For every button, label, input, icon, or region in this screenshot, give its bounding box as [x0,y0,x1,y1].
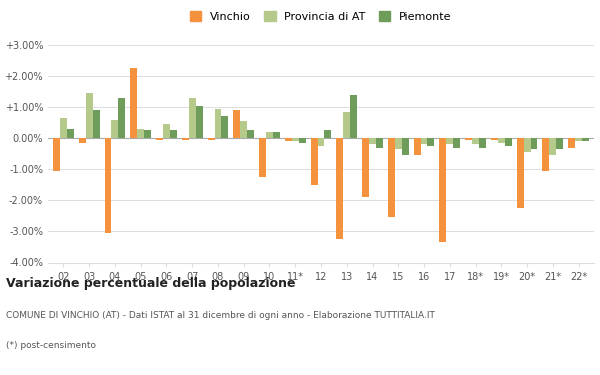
Bar [491,138,498,140]
Bar [60,118,67,138]
Bar [79,138,86,143]
Bar [196,106,203,138]
Bar [395,138,402,149]
Bar [259,138,266,177]
Bar [104,138,112,233]
Bar [247,130,254,138]
Bar [343,112,350,138]
Bar [376,138,383,147]
Bar [427,138,434,146]
Bar [118,98,125,138]
Bar [189,98,196,138]
Text: COMUNE DI VINCHIO (AT) - Dati ISTAT al 31 dicembre di ogni anno - Elaborazione T: COMUNE DI VINCHIO (AT) - Dati ISTAT al 3… [6,311,435,320]
Bar [285,138,292,141]
Bar [221,117,229,138]
Bar [439,138,446,242]
Bar [112,120,118,138]
Bar [292,138,299,141]
Bar [421,138,427,144]
Bar [362,138,369,197]
Bar [530,138,538,149]
Bar [505,138,512,146]
Legend: Vinchio, Provincia di AT, Piemonte: Vinchio, Provincia di AT, Piemonte [190,11,452,22]
Bar [170,130,177,138]
Bar [156,138,163,140]
Bar [325,130,331,138]
Bar [524,138,530,152]
Bar [163,124,170,138]
Bar [413,138,421,155]
Bar [182,138,189,140]
Bar [86,93,92,138]
Bar [479,138,486,147]
Bar [215,109,221,138]
Bar [550,138,556,155]
Bar [311,138,317,185]
Bar [130,68,137,138]
Bar [498,138,505,143]
Bar [273,132,280,138]
Bar [369,138,376,144]
Bar [240,121,247,138]
Text: (*) post-censimento: (*) post-censimento [6,341,96,350]
Bar [67,129,74,138]
Bar [402,138,409,155]
Bar [350,95,357,138]
Bar [556,138,563,149]
Bar [92,110,100,138]
Bar [144,130,151,138]
Text: Variazione percentuale della popolazione: Variazione percentuale della popolazione [6,278,296,291]
Bar [299,138,305,143]
Bar [568,138,575,147]
Bar [446,138,453,144]
Bar [582,138,589,141]
Bar [465,138,472,140]
Bar [517,138,524,208]
Bar [233,110,240,138]
Bar [388,138,395,218]
Bar [337,138,343,239]
Bar [317,138,325,146]
Bar [208,138,215,140]
Bar [472,138,479,144]
Bar [53,138,60,171]
Bar [575,138,582,141]
Bar [453,138,460,147]
Bar [137,129,144,138]
Bar [266,132,273,138]
Bar [542,138,550,171]
